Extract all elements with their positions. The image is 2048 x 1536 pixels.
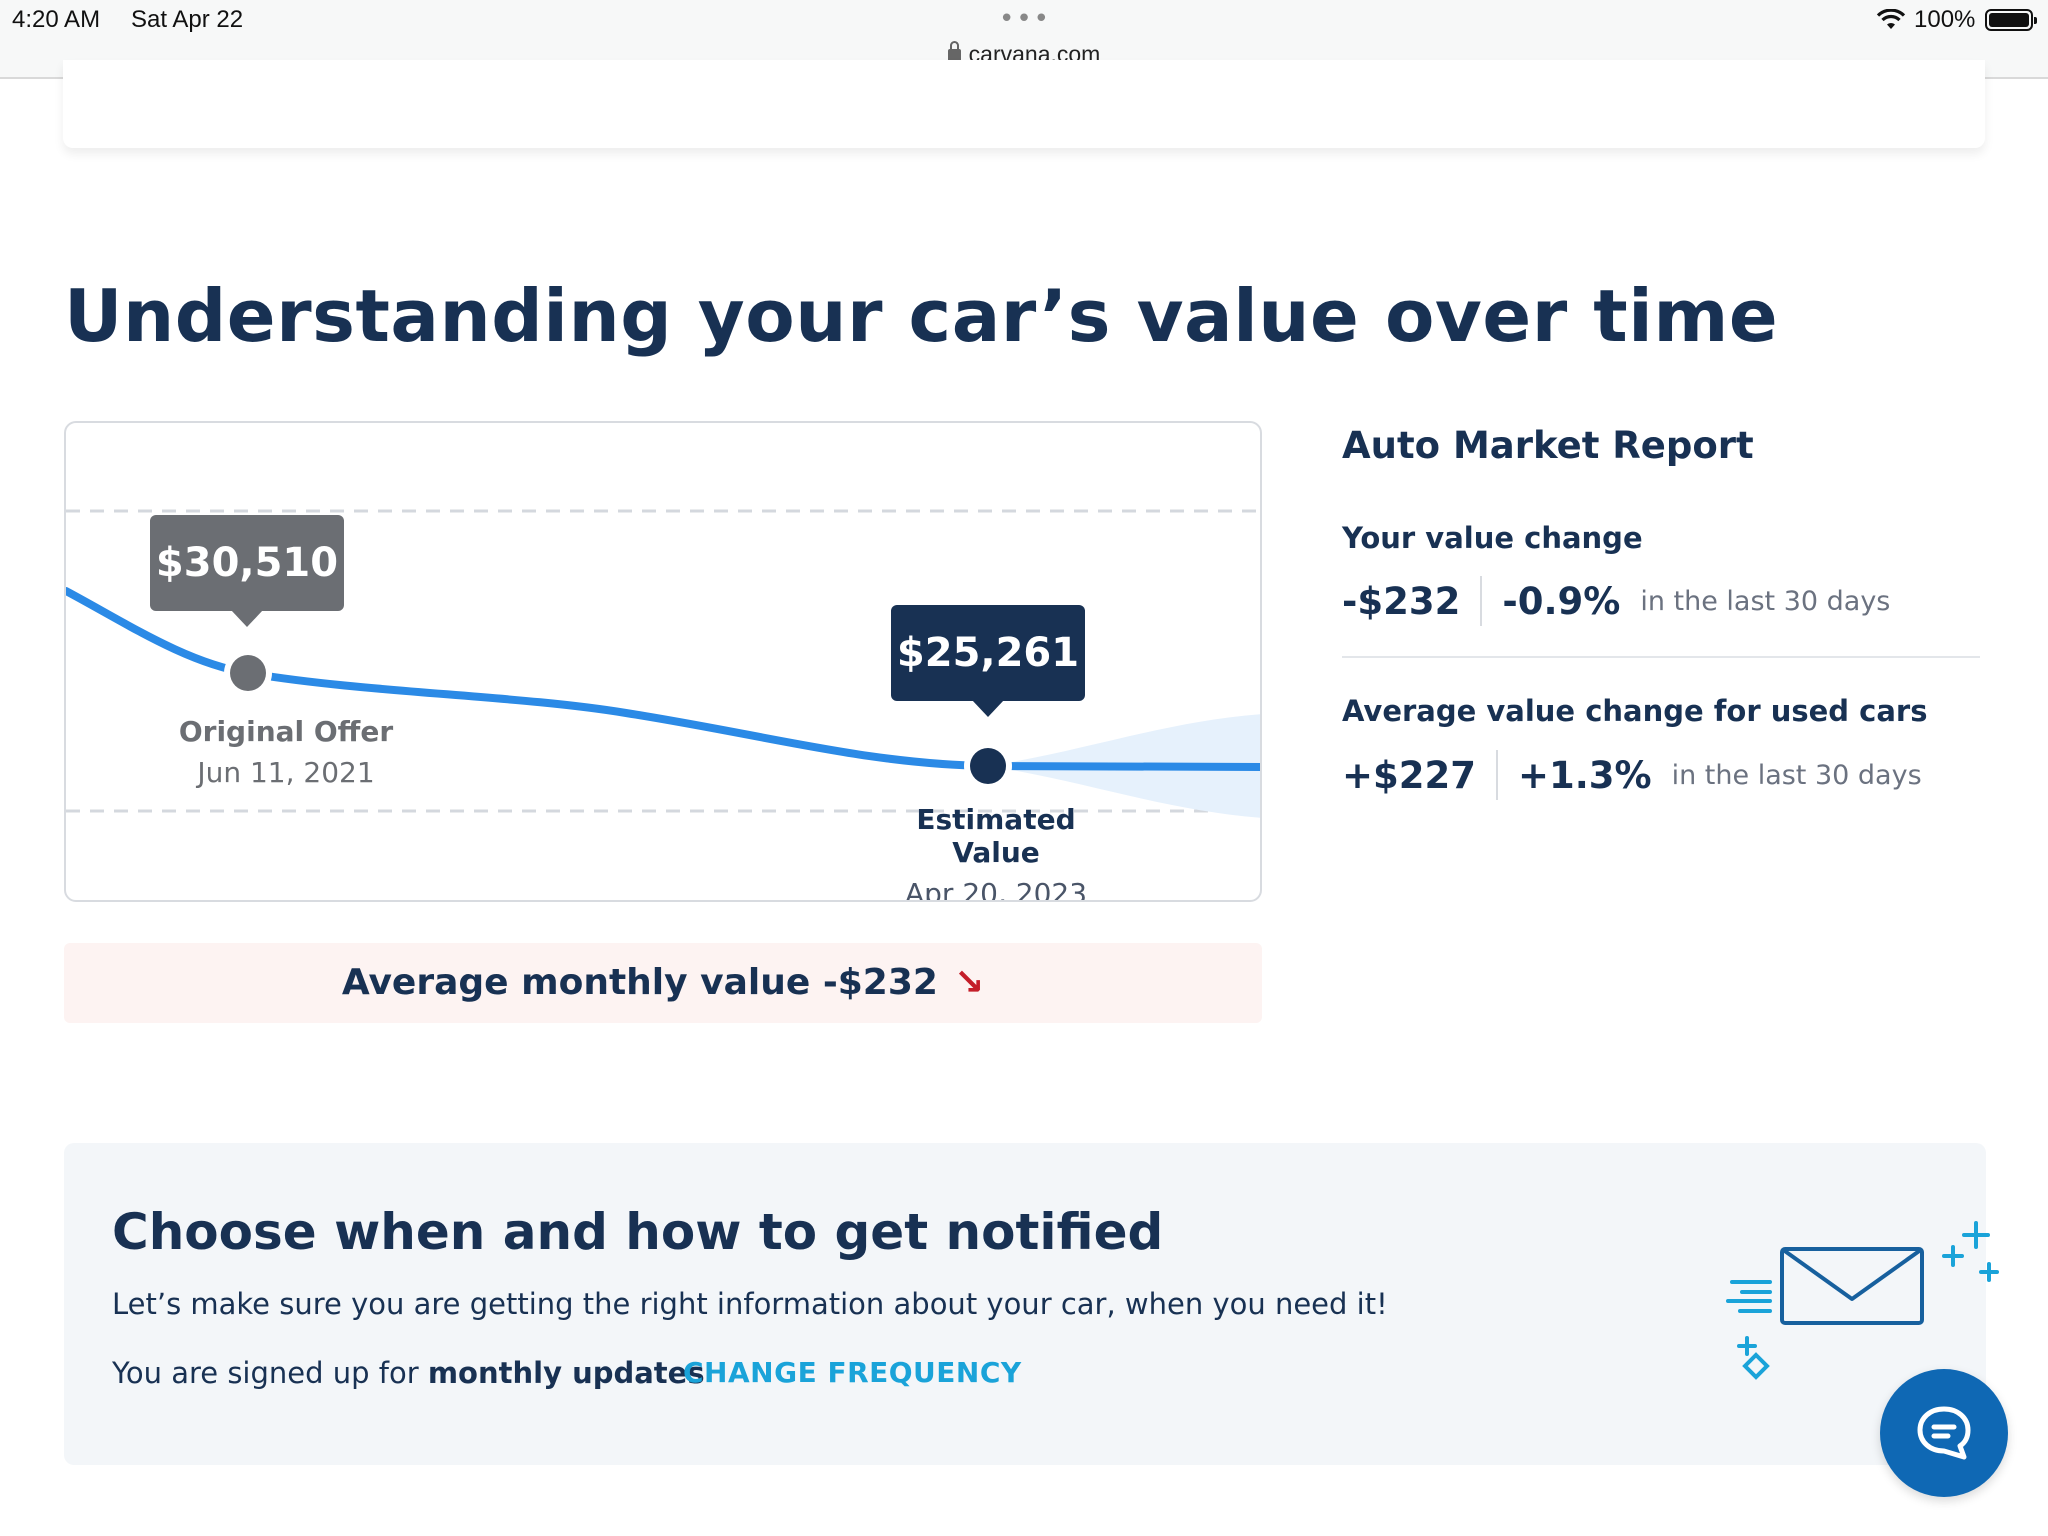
your-change-percent: -0.9%: [1502, 579, 1621, 623]
estimated-value-tag: $25,261: [891, 605, 1085, 717]
value-chart-svg: [66, 509, 1260, 818]
value-line: [66, 587, 992, 770]
notification-settings-card: Choose when and how to get notified Let’…: [64, 1143, 1999, 1465]
more-options-icon[interactable]: •••: [999, 4, 1052, 34]
chat-button[interactable]: [1880, 1369, 2008, 1497]
estimated-value-title: Estimated Value: [916, 803, 1076, 869]
page-title: Understanding your car’s value over time: [64, 274, 1779, 358]
original-offer-label: Original Offer Jun 11, 2021: [176, 715, 396, 789]
divider: [1495, 750, 1498, 800]
original-offer-date: Jun 11, 2021: [197, 756, 375, 789]
notify-description: Let’s make sure you are getting the righ…: [112, 1287, 1388, 1321]
report-divider: [1342, 656, 1980, 658]
market-report-title: Auto Market Report: [1342, 424, 1754, 467]
estimated-value-date: Apr 20, 2023: [904, 877, 1088, 902]
subscription-prefix: You are signed up for: [112, 1356, 419, 1390]
status-time: 4:20 AM: [12, 6, 101, 33]
average-monthly-text: Average monthly value -$232: [341, 962, 938, 1003]
forecast-line: [987, 762, 1260, 771]
change-frequency-link[interactable]: CHANGE FREQUENCY: [683, 1356, 1022, 1389]
original-offer-tag: $30,510: [150, 515, 344, 627]
subscription-frequency: monthly updates: [427, 1356, 705, 1390]
subscription-status: You are signed up for monthly updates: [112, 1356, 705, 1390]
lock-icon: [947, 41, 961, 63]
chat-icon: [1917, 1406, 1971, 1460]
battery-icon: [1985, 9, 2037, 31]
status-date: Sat Apr 22: [131, 6, 244, 33]
used-cars-change-note: in the last 30 days: [1671, 759, 1922, 791]
used-cars-change-percent: +1.3%: [1517, 753, 1652, 797]
original-offer-title: Original Offer: [178, 715, 394, 748]
notify-title: Choose when and how to get notified: [112, 1203, 1164, 1261]
used-cars-change-amount: +$227: [1342, 753, 1476, 797]
trend-down-icon: ↘: [953, 962, 985, 1003]
original-offer-point: [230, 655, 266, 691]
your-change-amount: -$232: [1342, 579, 1461, 623]
used-cars-change-label: Average value change for used cars: [1342, 694, 1928, 728]
estimated-value-label: Estimated Value Apr 20, 2023: [896, 803, 1096, 902]
your-value-change-label: Your value change: [1342, 521, 1643, 555]
envelope-icon: [1726, 1221, 1999, 1380]
value-chart: $30,510 $25,261 Original Offer Jun 11, 2…: [64, 421, 1262, 902]
estimated-value-point: [970, 748, 1006, 784]
your-change-note: in the last 30 days: [1640, 585, 1891, 617]
previous-card: [63, 60, 1985, 148]
your-value-change-row: -$232 -0.9% in the last 30 days: [1342, 576, 1890, 626]
wifi-icon: [1876, 9, 1906, 29]
divider: [1480, 576, 1483, 626]
used-cars-change-row: +$227 +1.3% in the last 30 days: [1342, 750, 1922, 800]
average-monthly-value: Average monthly value -$232 ↘: [64, 943, 1262, 1023]
battery-percent: 100%: [1914, 6, 1976, 33]
